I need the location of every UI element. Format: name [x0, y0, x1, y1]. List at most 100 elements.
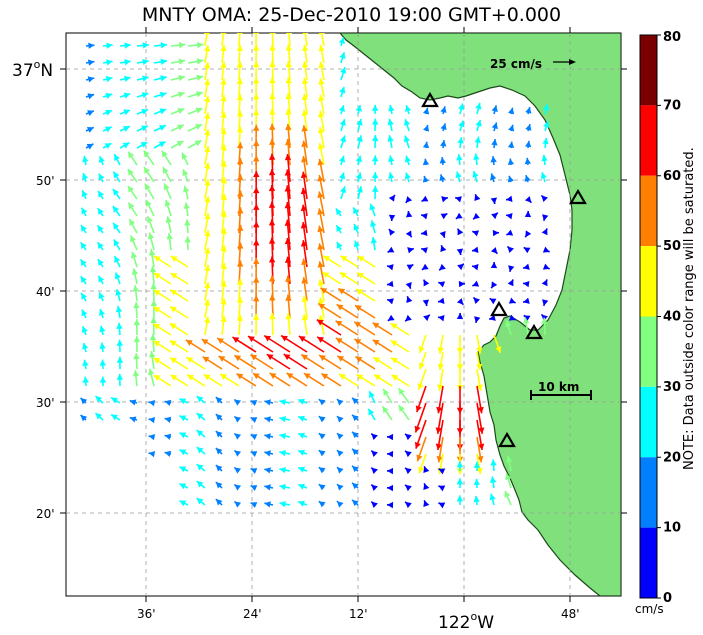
- current-vector-head: [318, 433, 326, 440]
- colorbar-tick-label: 80: [663, 30, 681, 45]
- current-vector-head: [236, 110, 244, 117]
- current-vector-head: [80, 276, 87, 283]
- current-vector-head: [285, 93, 292, 100]
- current-vector-head: [422, 175, 429, 183]
- current-vector-head: [184, 236, 191, 243]
- current-vector-head: [220, 128, 227, 135]
- current-vector-head: [234, 484, 242, 491]
- current-vector-head: [195, 107, 203, 114]
- current-vector-head: [423, 124, 430, 132]
- current-vector-head: [388, 194, 395, 202]
- current-vector-head: [215, 448, 223, 455]
- current-vector-head: [264, 484, 271, 491]
- current-vector-head: [522, 317, 530, 324]
- current-vector-head: [250, 451, 258, 457]
- current-vector-head: [132, 285, 139, 292]
- current-vector-head: [185, 339, 193, 346]
- current-vector-head: [123, 75, 131, 82]
- current-vector-head: [301, 295, 308, 303]
- current-vector-head: [178, 74, 185, 82]
- current-vector-head: [250, 502, 258, 508]
- current-vector-head: [164, 450, 172, 457]
- current-vector-head: [323, 255, 331, 262]
- current-vector-head: [300, 204, 307, 212]
- current-vector-head: [194, 140, 202, 147]
- current-vector-head: [269, 275, 276, 282]
- current-vector-head: [542, 299, 549, 306]
- current-vector-head: [435, 427, 442, 434]
- current-vector-head: [337, 467, 344, 474]
- current-vector-head: [473, 212, 480, 220]
- colorbar-tick-label: 60: [663, 169, 681, 184]
- current-vector-head: [542, 104, 550, 111]
- current-vector-head: [339, 373, 346, 380]
- current-vector-head: [253, 124, 260, 131]
- current-vector-head: [220, 44, 227, 52]
- current-vector-head: [159, 108, 167, 115]
- current-vector-head: [506, 213, 513, 220]
- current-vector-head: [284, 202, 291, 209]
- colorbar-segment: [640, 105, 657, 176]
- current-vector-head: [253, 170, 260, 178]
- current-vector-head: [132, 370, 140, 377]
- current-vector-head: [236, 260, 244, 267]
- current-vector-head: [127, 168, 134, 176]
- current-vector-head: [302, 33, 309, 35]
- current-vector-head: [353, 240, 360, 248]
- current-vector-head: [356, 289, 363, 295]
- current-vector-head: [285, 123, 292, 131]
- lon-label-12: 12': [349, 607, 368, 621]
- current-vector-head: [523, 280, 530, 288]
- current-vector-head: [196, 498, 204, 505]
- current-vector-head: [195, 91, 203, 98]
- current-vector-head: [285, 138, 292, 146]
- current-vector-head: [472, 264, 479, 271]
- current-vector-head: [179, 415, 187, 422]
- scale-bar-label: 10 km: [538, 380, 579, 394]
- current-vector-head: [177, 91, 185, 98]
- current-vector-head: [82, 359, 89, 367]
- station-triangle-icon: [569, 188, 587, 205]
- current-vector-head: [234, 501, 242, 508]
- current-vector-head: [248, 336, 255, 343]
- current-vector-head: [268, 256, 276, 263]
- current-vector-head: [472, 170, 479, 178]
- current-vector-head: [352, 397, 359, 405]
- current-vector-head: [81, 173, 89, 180]
- current-vector-head: [218, 356, 226, 362]
- current-vector-head: [440, 245, 447, 252]
- current-vector-head: [398, 388, 405, 396]
- colorbar-unit: cm/s: [635, 602, 664, 616]
- current-vector-head: [541, 195, 548, 202]
- current-vector-head: [82, 376, 89, 383]
- current-vector-head: [405, 450, 412, 458]
- current-vector-head: [148, 416, 156, 424]
- current-vector-head: [268, 169, 276, 176]
- current-vector-head: [423, 279, 430, 287]
- current-vector-head: [98, 190, 105, 198]
- current-vector-head: [490, 262, 498, 269]
- current-vector-head: [337, 484, 344, 491]
- current-vector-head: [317, 175, 324, 182]
- current-vector-head: [542, 137, 549, 145]
- current-vector-head: [438, 468, 446, 475]
- current-vector-head: [301, 258, 308, 265]
- current-vector-head: [253, 155, 260, 162]
- current-vector-head: [95, 413, 103, 420]
- current-vector-head: [203, 299, 211, 306]
- current-vector-head: [438, 502, 446, 509]
- current-vector-head: [435, 443, 443, 450]
- current-vector-head: [182, 169, 189, 176]
- current-vector-head: [99, 359, 107, 366]
- current-vector-head: [372, 185, 379, 192]
- current-vector-head: [97, 225, 104, 233]
- current-vector-head: [186, 357, 194, 364]
- current-vector-head: [98, 309, 106, 316]
- current-vector-head: [150, 283, 157, 290]
- current-vector-head: [543, 121, 550, 128]
- current-vector-head: [340, 186, 347, 194]
- current-vector-head: [475, 119, 482, 127]
- current-vector-head: [414, 441, 421, 449]
- current-vector-head: [473, 495, 480, 503]
- current-vector-head: [318, 416, 326, 423]
